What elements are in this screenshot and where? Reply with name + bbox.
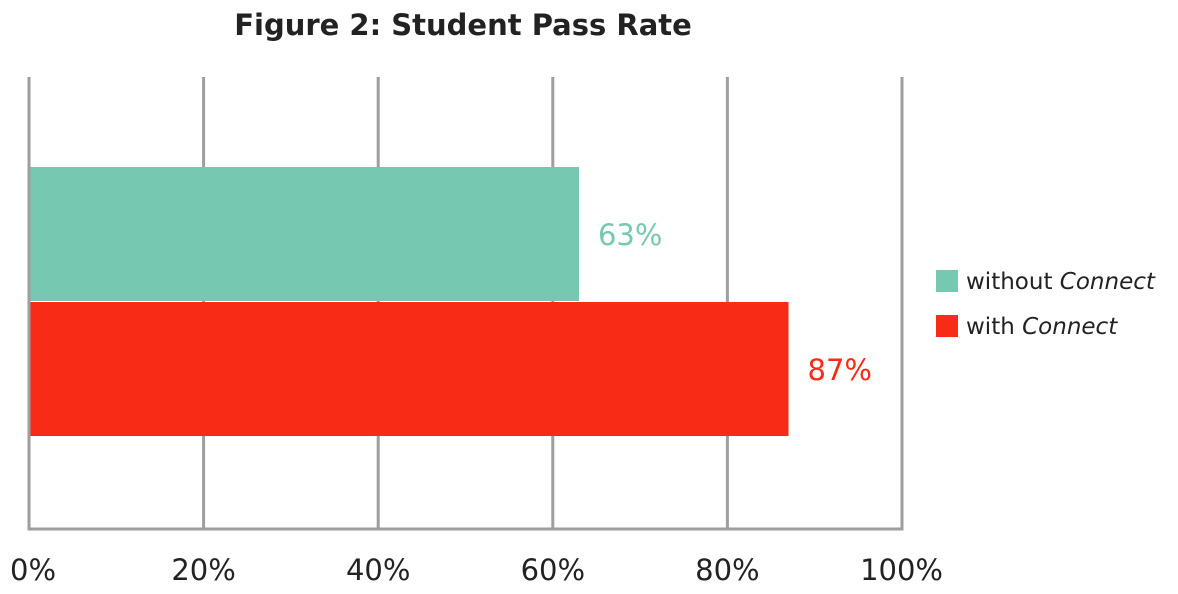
legend-label-1: with Connect (966, 314, 1118, 340)
value-label-1: 87% (808, 353, 872, 387)
legend-label-plain-1: with (966, 314, 1022, 340)
x-tick-label-3: 60% (521, 553, 585, 587)
legend-label-italic-0: Connect (1060, 269, 1156, 295)
x-tick-label-2: 40% (346, 553, 410, 587)
chart-title: Figure 2: Student Pass Rate (234, 8, 692, 42)
legend-swatch-1 (936, 315, 958, 337)
bar-0 (30, 167, 579, 301)
x-tick-label-0: 0% (10, 553, 56, 587)
bars (30, 167, 789, 436)
legend-label-plain-0: without (966, 269, 1060, 295)
value-label-0: 63% (598, 218, 662, 252)
bar-1 (30, 302, 789, 436)
legend-label-0: without Connect (966, 269, 1156, 295)
legend-swatch-0 (936, 270, 958, 292)
x-tick-label-1: 20% (171, 553, 235, 587)
x-axis-ticks: 0% 20% 40% 60% 80% 100% (10, 553, 943, 587)
x-tick-label-4: 80% (695, 553, 759, 587)
value-labels: 63% 87% (598, 218, 872, 387)
x-tick-label-5: 100% (860, 553, 943, 587)
legend-label-italic-1: Connect (1022, 314, 1118, 340)
